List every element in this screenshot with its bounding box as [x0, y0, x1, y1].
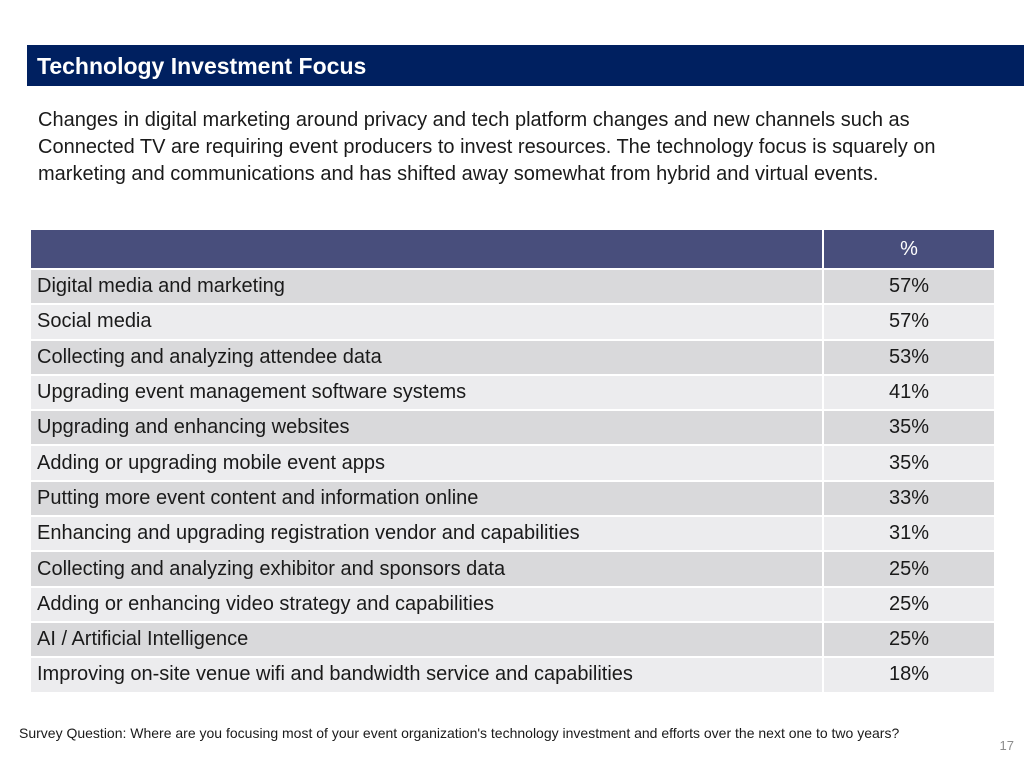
table-row: Putting more event content and informati…	[31, 481, 994, 518]
table-row: Adding or enhancing video strategy and c…	[31, 587, 994, 623]
table-body: Digital media and marketing 57% Social m…	[31, 270, 994, 694]
row-value: 57%	[824, 305, 994, 341]
table-row: Enhancing and upgrading registration ven…	[31, 517, 994, 553]
title-bar: Technology Investment Focus	[27, 45, 1024, 86]
page-number: 17	[999, 738, 1014, 753]
row-label: Collecting and analyzing exhibitor and s…	[31, 552, 824, 588]
row-label: Upgrading and enhancing websites	[31, 411, 824, 447]
header-label-cell	[31, 230, 824, 268]
row-label: Adding or enhancing video strategy and c…	[31, 587, 824, 623]
investment-table: % Digital media and marketing 57% Social…	[31, 230, 994, 694]
row-value: 33%	[824, 481, 994, 518]
row-value: 35%	[824, 446, 994, 482]
row-value: 35%	[824, 411, 994, 447]
table-row: Upgrading event management software syst…	[31, 375, 994, 412]
row-label: Digital media and marketing	[31, 270, 824, 306]
row-label: Putting more event content and informati…	[31, 481, 824, 518]
header-percent-cell: %	[824, 230, 994, 268]
row-label: Adding or upgrading mobile event apps	[31, 446, 824, 482]
table-row: Adding or upgrading mobile event apps 35…	[31, 446, 994, 482]
row-value: 25%	[824, 587, 994, 623]
table-row: Collecting and analyzing attendee data 5…	[31, 340, 994, 376]
table-row: Improving on-site venue wifi and bandwid…	[31, 658, 994, 694]
row-value: 18%	[824, 658, 994, 694]
table-row: Digital media and marketing 57%	[31, 270, 994, 306]
row-value: 31%	[824, 517, 994, 553]
table-row: Upgrading and enhancing websites 35%	[31, 411, 994, 447]
row-label: Collecting and analyzing attendee data	[31, 340, 824, 376]
row-value: 25%	[824, 552, 994, 588]
row-label: Upgrading event management software syst…	[31, 375, 824, 412]
table-row: Collecting and analyzing exhibitor and s…	[31, 552, 994, 588]
row-value: 57%	[824, 270, 994, 306]
table-row: Social media 57%	[31, 305, 994, 341]
row-label: Enhancing and upgrading registration ven…	[31, 517, 824, 553]
page-title: Technology Investment Focus	[37, 53, 367, 79]
row-value: 25%	[824, 622, 994, 659]
row-label: Social media	[31, 305, 824, 341]
row-value: 41%	[824, 375, 994, 412]
survey-footnote: Survey Question: Where are you focusing …	[19, 725, 900, 741]
table-header-row: %	[31, 230, 994, 268]
row-value: 53%	[824, 340, 994, 376]
intro-paragraph: Changes in digital marketing around priv…	[38, 109, 936, 185]
table-row: AI / Artificial Intelligence 25%	[31, 622, 994, 659]
row-label: Improving on-site venue wifi and bandwid…	[31, 658, 824, 694]
row-label: AI / Artificial Intelligence	[31, 622, 824, 659]
